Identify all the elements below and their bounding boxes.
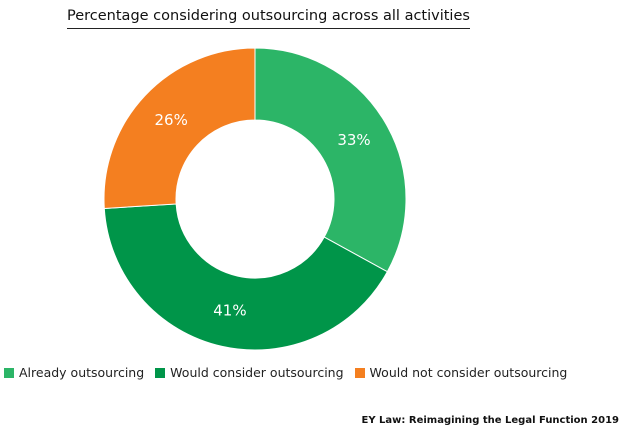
chart-legend: Already outsourcing Would consider outso… bbox=[4, 365, 578, 380]
slice-value-label: 33% bbox=[337, 131, 370, 149]
source-note: EY Law: Reimagining the Legal Function 2… bbox=[361, 415, 619, 426]
legend-swatch bbox=[354, 367, 365, 378]
donut-slice-would-not-consider bbox=[103, 47, 256, 210]
slice-value-label: 41% bbox=[213, 302, 246, 320]
legend-swatch bbox=[155, 367, 166, 378]
donut-slice-would-consider bbox=[103, 203, 389, 351]
legend-item-would-not-consider: Would not consider outsourcing bbox=[354, 365, 568, 380]
legend-label: Would consider outsourcing bbox=[170, 365, 344, 380]
legend-item-would-consider: Would consider outsourcing bbox=[155, 365, 344, 380]
slice-value-label: 26% bbox=[154, 111, 187, 129]
legend-label: Would not consider outsourcing bbox=[369, 365, 568, 380]
legend-item-already: Already outsourcing bbox=[4, 365, 144, 380]
legend-label: Already outsourcing bbox=[19, 365, 145, 380]
donut-slice-already bbox=[254, 47, 407, 273]
chart-title: Percentage considering outsourcing acros… bbox=[67, 8, 470, 29]
legend-swatch bbox=[4, 367, 14, 378]
